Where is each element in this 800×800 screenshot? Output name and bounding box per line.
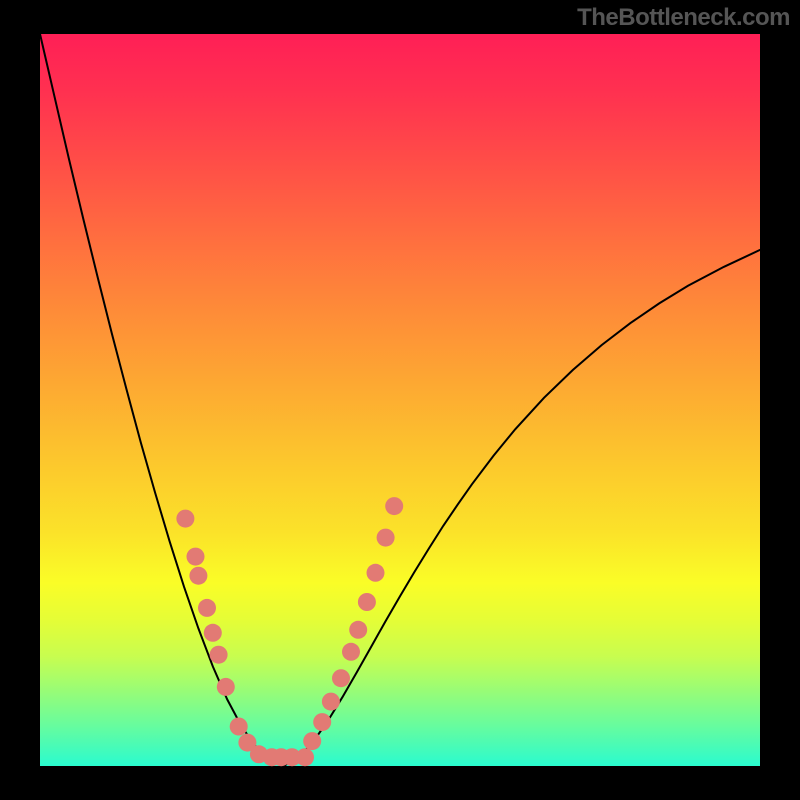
data-dot xyxy=(313,713,331,731)
data-dot xyxy=(303,732,321,750)
data-dot xyxy=(358,593,376,611)
bottleneck-chart xyxy=(0,0,800,800)
data-dot xyxy=(204,624,222,642)
data-dot xyxy=(198,599,216,617)
data-dot xyxy=(385,497,403,515)
data-dot xyxy=(296,748,314,766)
watermark-text: TheBottleneck.com xyxy=(577,4,790,32)
data-dot xyxy=(189,567,207,585)
data-dot xyxy=(367,564,385,582)
data-dot xyxy=(349,621,367,639)
data-dot xyxy=(210,646,228,664)
plot-background xyxy=(40,34,760,766)
data-dot xyxy=(176,510,194,528)
data-dot xyxy=(322,693,340,711)
data-dot xyxy=(230,718,248,736)
data-dot xyxy=(217,678,235,696)
data-dot xyxy=(187,548,205,566)
data-dot xyxy=(332,669,350,687)
chart-container: TheBottleneck.com xyxy=(0,0,800,800)
data-dot xyxy=(342,643,360,661)
data-dot xyxy=(377,529,395,547)
